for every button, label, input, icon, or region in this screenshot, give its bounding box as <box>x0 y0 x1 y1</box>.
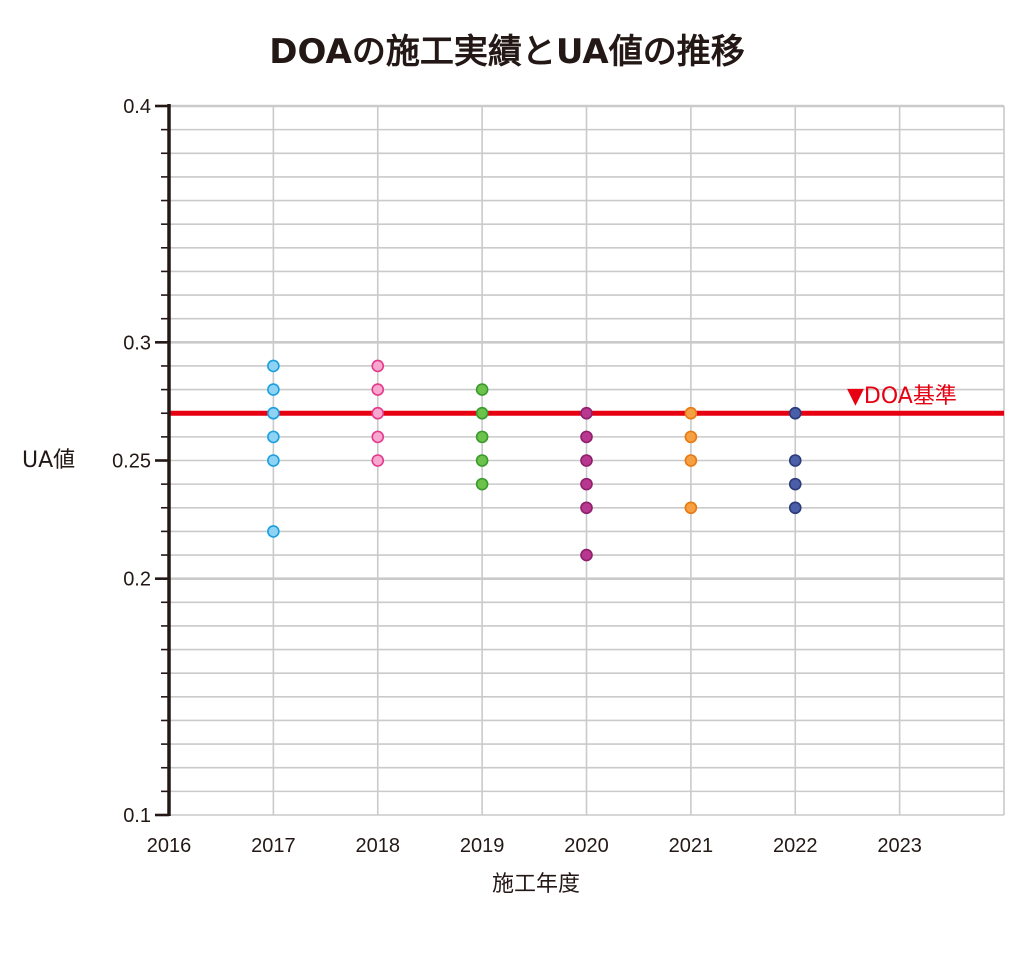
data-point <box>267 454 280 467</box>
data-point <box>475 430 489 444</box>
labels: DOAの施工実績とUA値の推移 UA値 施工年度 ▼DOA基準 <box>22 32 957 897</box>
data-point <box>267 525 280 538</box>
data-point <box>788 501 802 515</box>
data-point <box>580 477 593 491</box>
axes: 0.1 0.2 0.25 0.3 0.4 2016 2017 2018 2019 2020 2021… <box>112 96 922 857</box>
y-tick-label: 0.25 <box>112 451 151 473</box>
data-point <box>267 359 280 373</box>
x-tick-label: 2016 <box>147 835 192 857</box>
x-tick-label: 2020 <box>564 835 609 857</box>
y-tick-label: 0.1 <box>123 805 151 827</box>
data-point <box>267 383 280 396</box>
data-point <box>475 454 489 467</box>
x-tick-label: 2018 <box>356 835 401 857</box>
data-point <box>788 477 802 491</box>
data-point <box>475 477 489 491</box>
chart-title: DOAの施工実績とUA値の推移 <box>269 32 744 72</box>
data-point <box>371 406 385 420</box>
data-point <box>684 454 698 467</box>
y-axis-label: UA値 <box>22 448 75 473</box>
data-point <box>371 430 385 444</box>
reference-line-label: ▼DOA基準 <box>847 384 957 409</box>
data-point <box>580 548 593 562</box>
data-point <box>475 383 489 396</box>
x-tick-label: 2023 <box>877 835 922 857</box>
x-tick-label: 2017 <box>251 835 296 857</box>
data-point <box>684 430 698 444</box>
data-points <box>267 359 802 562</box>
data-point <box>580 454 593 467</box>
data-point <box>580 406 593 420</box>
data-point <box>684 406 698 420</box>
x-tick-label: 2019 <box>460 835 505 857</box>
data-point <box>580 501 593 515</box>
y-tick-label: 0.4 <box>123 96 151 118</box>
y-tick-label: 0.2 <box>123 569 151 591</box>
x-tick-label: 2021 <box>669 835 714 857</box>
data-point <box>684 501 698 515</box>
y-tick-label: 0.3 <box>123 332 151 354</box>
data-point <box>371 454 385 467</box>
data-point <box>371 383 385 396</box>
data-point <box>788 454 802 467</box>
data-point <box>371 359 385 373</box>
data-point <box>267 406 280 420</box>
data-point <box>580 430 593 444</box>
x-axis-label: 施工年度 <box>492 872 580 897</box>
data-point <box>267 430 280 444</box>
data-point <box>788 406 802 420</box>
data-point <box>475 406 489 420</box>
x-tick-label: 2022 <box>773 835 818 857</box>
